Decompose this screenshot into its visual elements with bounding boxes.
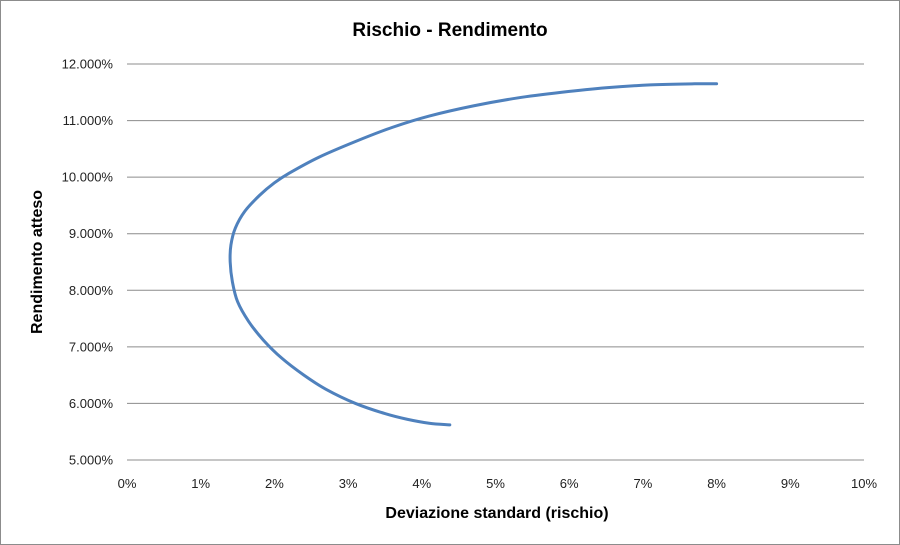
series-line	[228, 82, 719, 427]
y-tick-label: 10.000%	[62, 170, 114, 185]
y-axis-label: Rendimento atteso	[29, 190, 46, 334]
y-tick-labels: 5.000% 6.000% 7.000% 8.000% 9.000% 10.000% 11.…	[62, 57, 114, 468]
x-tick-label: 8%	[707, 476, 726, 491]
y-tick-label: 8.000%	[69, 283, 114, 298]
y-tick-label: 7.000%	[69, 339, 114, 354]
x-tick-label: 7%	[634, 476, 653, 491]
x-tick-label: 0%	[118, 476, 137, 491]
y-tick-label: 12.000%	[62, 57, 114, 72]
gridlines	[127, 63, 864, 404]
x-axis-label: Deviazione standard (rischio)	[385, 505, 608, 522]
x-tick-label: 3%	[339, 476, 358, 491]
x-tick-label: 10%	[851, 476, 877, 491]
x-tick-label: 6%	[560, 476, 579, 491]
x-tick-label: 4%	[412, 476, 431, 491]
x-tick-label: 1%	[191, 476, 210, 491]
y-tick-label: 6.000%	[69, 396, 114, 411]
x-tick-label: 9%	[781, 476, 800, 491]
x-tick-labels: 0% 1% 2% 3% 4% 5% 6% 7% 8% 9% 10%	[118, 476, 878, 491]
chart-title: Rischio - Rendimento	[352, 20, 547, 41]
x-tick-label: 2%	[265, 476, 284, 491]
y-tick-label: 9.000%	[69, 226, 114, 241]
y-tick-label: 11.000%	[63, 113, 114, 128]
series-layer	[228, 82, 719, 427]
x-tick-label: 5%	[486, 476, 505, 491]
y-tick-label: 5.000%	[69, 453, 114, 468]
